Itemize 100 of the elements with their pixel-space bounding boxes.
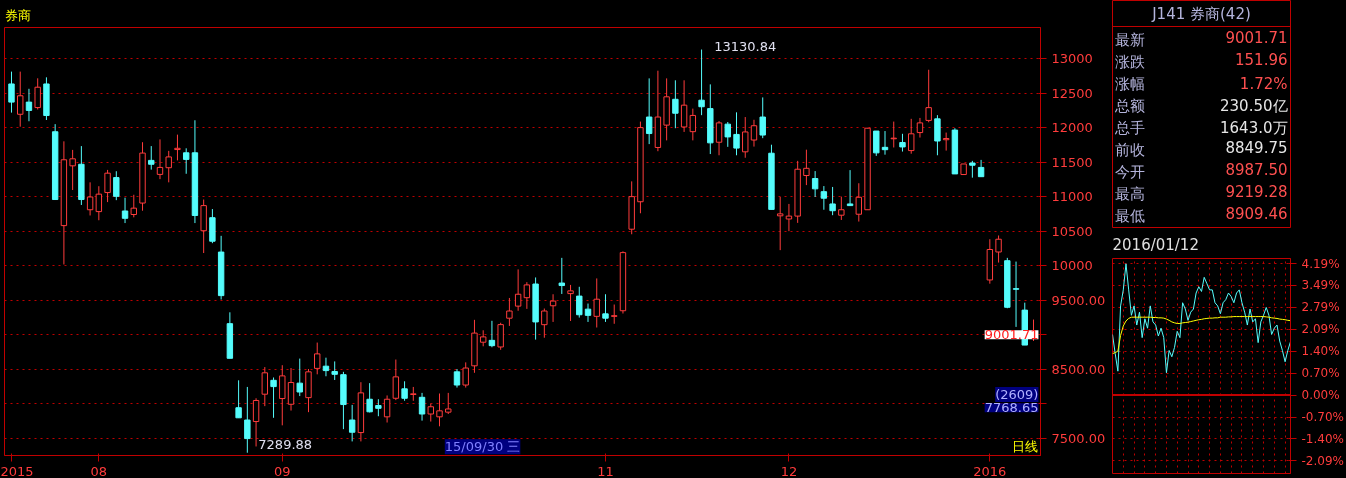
candlestick	[1012, 261, 1020, 328]
candlestick	[182, 147, 190, 175]
candlestick	[689, 108, 697, 141]
candlestick	[121, 197, 129, 224]
candlestick	[462, 361, 469, 389]
annotation: 7289.88	[258, 437, 313, 453]
text: 涨跌	[1115, 52, 1146, 71]
candlestick	[873, 130, 880, 157]
candlestick	[514, 268, 522, 312]
candlestick	[908, 118, 915, 155]
candlestick	[401, 380, 408, 402]
candlestick	[95, 185, 103, 221]
candlestick	[715, 120, 723, 156]
candlestick	[916, 117, 924, 139]
candlestick	[8, 71, 15, 114]
text: 今开	[1115, 162, 1146, 181]
annotation: 15/09/30 三	[444, 439, 521, 455]
candlestick	[113, 170, 120, 201]
y-tick-label: 0.00%	[1301, 388, 1340, 403]
candlestick	[17, 71, 24, 128]
candlestick	[488, 320, 496, 348]
candlestick	[672, 79, 679, 129]
candlestick	[235, 379, 242, 419]
y-tick-label: -1.40%	[1301, 431, 1344, 446]
text: 总额	[1114, 96, 1146, 115]
candlestick	[244, 386, 251, 454]
x-tick-label: 2016	[973, 463, 1007, 478]
candlestick	[209, 208, 216, 244]
text: 8849.75	[1225, 138, 1288, 157]
text: 总手	[1114, 118, 1146, 137]
candlestick	[279, 364, 286, 426]
candlestick	[252, 397, 260, 447]
x-tick-label: 08	[90, 463, 108, 478]
candlestick	[453, 368, 461, 389]
y-tick-label: 11500	[1051, 154, 1093, 170]
candlestick	[811, 170, 819, 198]
y-tick-label: 10500	[1051, 223, 1093, 239]
candlestick	[759, 96, 766, 139]
candlestick	[348, 404, 356, 442]
candlestick	[156, 138, 164, 180]
y-tick-label: 0.70%	[1301, 366, 1340, 381]
candlestick	[392, 359, 400, 401]
annotation: 日线	[1012, 439, 1039, 455]
candlestick	[995, 234, 1002, 264]
y-tick-label: -2.09%	[1301, 453, 1344, 468]
candlestick	[25, 88, 33, 122]
candlestick	[34, 77, 41, 111]
text: 8987.50	[1225, 160, 1288, 179]
candlestick	[287, 367, 295, 412]
candlestick	[270, 376, 277, 419]
y-tick-label: 12500	[1051, 85, 1093, 101]
candlestick	[541, 308, 548, 339]
candlestick	[829, 186, 836, 216]
y-tick-label: 2.79%	[1301, 300, 1340, 315]
annotation: 9001.71	[984, 327, 1039, 343]
candlestick	[750, 119, 758, 148]
candlestick	[383, 394, 391, 423]
candlestick	[934, 114, 941, 156]
y-tick-label: 11000	[1051, 189, 1093, 205]
y-tick-label: 7500.00	[1051, 430, 1106, 446]
candlestick	[820, 185, 828, 211]
annotation: 13130.84	[714, 39, 777, 55]
candlestick	[296, 358, 303, 397]
candlestick	[418, 392, 426, 422]
annotation: 7768.65	[984, 400, 1039, 416]
candlestick	[523, 281, 531, 310]
y-tick-label: 3.49%	[1301, 278, 1340, 293]
text: 1643.0万	[1220, 118, 1288, 137]
x-tick-label: 12	[780, 463, 798, 478]
x-tick-label: 09	[274, 463, 291, 478]
candlestick	[567, 284, 574, 322]
candlestick	[436, 393, 443, 427]
candlestick	[925, 69, 932, 123]
candlestick	[331, 360, 338, 381]
candlestick	[776, 196, 784, 251]
candlestick	[593, 277, 600, 329]
candlestick	[698, 49, 705, 116]
text: 151.96	[1235, 50, 1288, 69]
candlestick	[549, 293, 557, 323]
y-tick-label: 9500.00	[1051, 292, 1106, 308]
text: 最高	[1115, 184, 1146, 203]
candlestick	[733, 111, 740, 156]
y-tick-label: -0.70%	[1301, 410, 1344, 424]
chart-title: 2016/01/12	[1112, 235, 1199, 254]
candlestick	[261, 366, 269, 407]
candlestick	[86, 181, 94, 216]
candlestick	[611, 304, 618, 325]
line-series	[1112, 263, 1291, 374]
y-tick-label: 13000	[1051, 51, 1093, 67]
y-tick-label: 8500.00	[1051, 361, 1106, 377]
candlestick	[602, 293, 609, 323]
text: 9219.28	[1225, 182, 1288, 201]
text: 前收	[1115, 140, 1146, 159]
candlestick	[855, 182, 863, 223]
x-tick-label: 2015	[0, 463, 34, 478]
candlestick	[104, 169, 111, 203]
annotation: (2609)	[995, 387, 1039, 402]
candlestick	[785, 203, 793, 232]
candlestick	[314, 342, 321, 375]
candlestick	[506, 297, 513, 327]
